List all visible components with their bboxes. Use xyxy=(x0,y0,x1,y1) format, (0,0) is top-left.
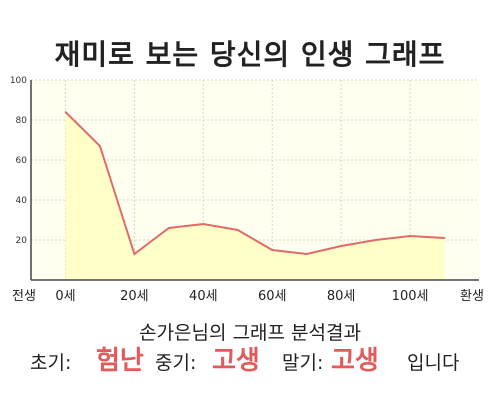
mid-label: 중기: xyxy=(155,352,197,374)
data-point xyxy=(374,239,377,241)
chart-title: 재미로 보는 당신의 인생 그래프 xyxy=(54,38,446,71)
data-point xyxy=(305,253,308,255)
data-point xyxy=(236,229,239,231)
analysis-result: 초기: 험난 중기: 고생 말기: 고생 입니다 xyxy=(0,346,500,386)
late-label: 말기: xyxy=(282,352,324,374)
area-fill xyxy=(65,112,445,280)
early-label: 초기: xyxy=(30,352,72,374)
data-point xyxy=(443,237,446,239)
analysis-summary: 손가은님의 그래프 분석결과 xyxy=(139,322,361,344)
data-point xyxy=(409,235,411,237)
x-tick-label: 환생 xyxy=(460,289,484,304)
x-tick-label: 전생 xyxy=(12,289,36,304)
y-tick-label: 60 xyxy=(16,156,28,166)
data-point xyxy=(133,253,136,255)
ending-text: 입니다 xyxy=(407,352,460,374)
x-tick-label: 80세 xyxy=(327,289,356,304)
data-point xyxy=(340,245,342,247)
early-value: 험난 xyxy=(96,346,144,376)
x-tick-label: 0세 xyxy=(55,289,75,304)
x-tick-label: 100세 xyxy=(392,289,429,304)
y-tick-label: 100 xyxy=(10,76,27,86)
data-point xyxy=(99,145,101,147)
data-point xyxy=(271,249,274,251)
x-tick-label: 20세 xyxy=(120,289,149,304)
y-tick-label: 80 xyxy=(16,116,28,126)
late-value: 고생 xyxy=(331,346,379,376)
y-tick-label: 40 xyxy=(16,196,28,206)
series-line xyxy=(64,111,445,256)
mid-value: 고생 xyxy=(212,346,260,376)
x-tick-label: 60세 xyxy=(258,289,287,304)
y-tick-label: 20 xyxy=(16,236,28,246)
data-point xyxy=(64,111,67,113)
x-tick-label: 40세 xyxy=(189,289,218,304)
data-point xyxy=(168,227,170,229)
life-graph-chart: 20 40 60 80 100 전생 0세 20세 40세 60세 80세 100세 환생 xyxy=(10,76,484,304)
data-point xyxy=(202,223,205,225)
